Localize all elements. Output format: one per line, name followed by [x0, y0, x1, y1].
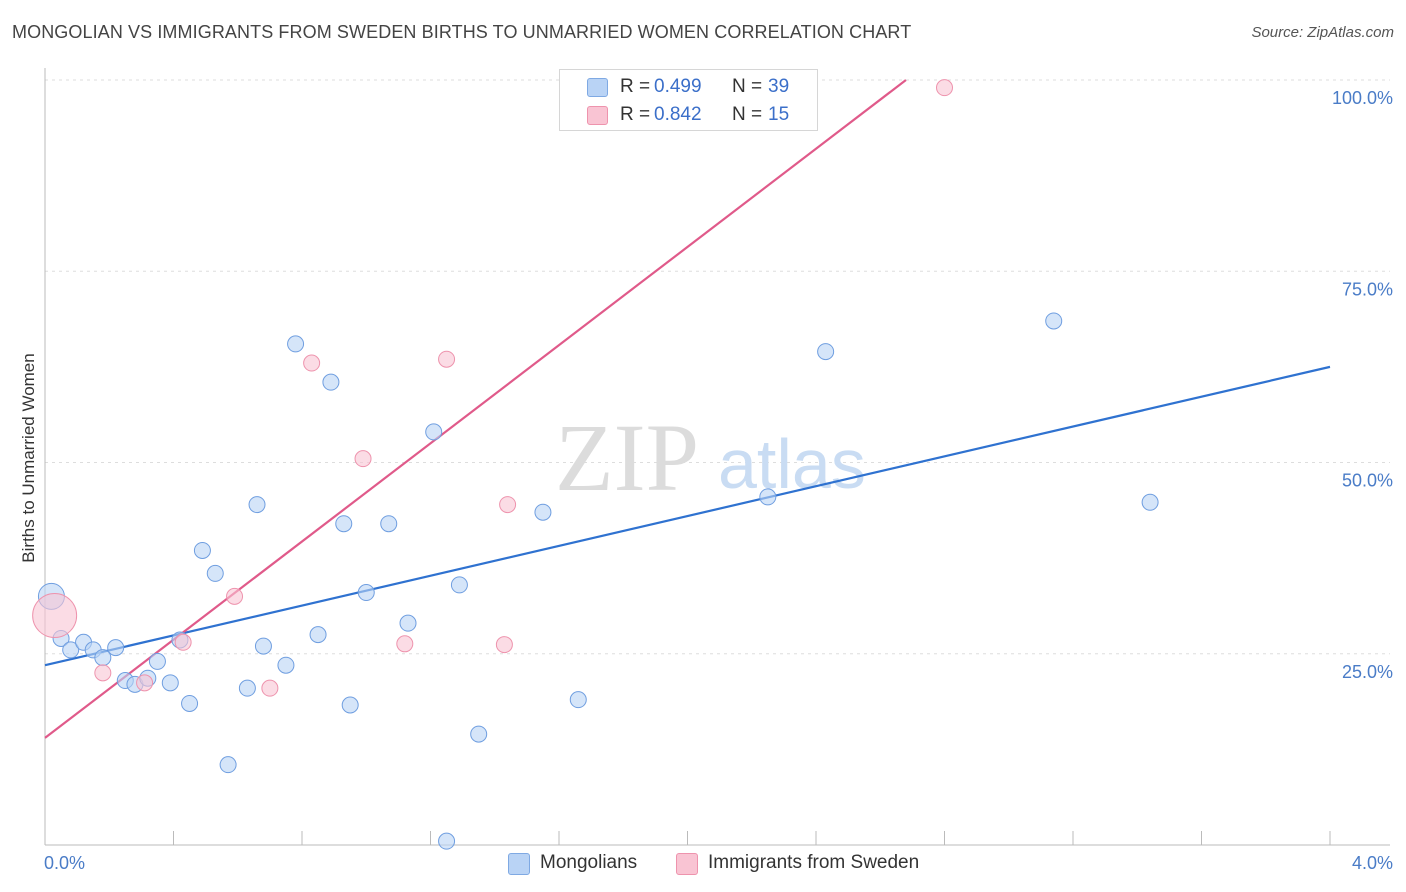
point-mongolians — [322, 373, 340, 391]
point-sweden — [396, 635, 414, 653]
point-sweden — [174, 633, 192, 651]
point-mongolians — [341, 696, 359, 714]
point-mongolians — [1141, 493, 1159, 511]
bottom-legend-swatch-sweden — [676, 853, 698, 875]
point-mongolians — [425, 423, 443, 441]
y-axis-label: Births to Unmarried Women — [19, 353, 38, 562]
x-tick-label: 4.0% — [1352, 853, 1393, 873]
point-mongolians — [107, 639, 125, 657]
source-credit: Source: ZipAtlas.com — [1251, 24, 1394, 41]
stats-legend: R = 0.499 N = 39 R = 0.842 N = 15 — [559, 69, 818, 131]
bottom-legend-label-mongolians: Mongolians — [540, 852, 638, 873]
point-mongolians — [450, 576, 468, 594]
grid-lines — [45, 79, 1390, 655]
point-sweden — [499, 496, 517, 514]
point-sweden — [94, 664, 112, 682]
legend-n-value: 15 — [768, 104, 790, 125]
axes — [44, 68, 1390, 846]
watermark: ZIP atlas — [555, 404, 866, 511]
bottom-legend-swatch-mongolians — [508, 853, 530, 875]
point-mongolians — [817, 343, 835, 361]
point-mongolians — [181, 694, 199, 712]
point-mongolians — [759, 488, 777, 506]
point-mongolians — [206, 564, 224, 582]
point-mongolians — [254, 637, 272, 655]
tick-labels: 25.0% 50.0% 75.0% 100.0% 0.0% 4.0% — [44, 88, 1393, 873]
point-sweden — [936, 79, 953, 97]
legend-r-label: R = — [620, 76, 651, 97]
chart-title: MONGOLIAN VS IMMIGRANTS FROM SWEDEN BIRT… — [12, 22, 912, 42]
point-mongolians — [534, 503, 552, 521]
bottom-legend-label-sweden: Immigrants from Sweden — [708, 852, 920, 873]
watermark-zip: ZIP — [555, 404, 699, 511]
legend-n-label: N = — [732, 104, 763, 125]
point-mongolians — [569, 691, 587, 709]
point-sweden — [303, 354, 321, 372]
legend-r-value: 0.842 — [654, 104, 702, 125]
trend-lines — [44, 79, 1331, 739]
point-sweden — [261, 679, 279, 697]
y-tick-label: 75.0% — [1342, 279, 1393, 299]
legend-n-value: 39 — [768, 76, 790, 97]
point-mongolians — [193, 541, 211, 559]
watermark-atlas: atlas — [718, 425, 866, 503]
point-mongolians — [399, 614, 417, 632]
point-mongolians — [335, 515, 353, 533]
point-mongolians — [438, 832, 456, 850]
point-sweden — [226, 587, 244, 605]
trend-line — [44, 79, 907, 739]
point-mongolians — [470, 725, 488, 743]
point-sweden — [495, 636, 513, 654]
point-mongolians — [238, 679, 256, 697]
point-mongolians — [380, 515, 398, 533]
point-sweden — [136, 674, 154, 692]
point-mongolians — [277, 656, 295, 674]
point-mongolians — [62, 641, 80, 659]
legend-r-label: R = — [620, 104, 651, 125]
x-tick-label: 0.0% — [44, 853, 85, 873]
legend-swatch-mongolians — [587, 78, 608, 97]
point-mongolians — [287, 335, 305, 353]
point-mongolians — [248, 496, 266, 514]
point-mongolians — [148, 652, 166, 670]
legend-row-mongolians: R = 0.499 N = 39 — [560, 73, 817, 101]
point-mongolians — [357, 584, 375, 602]
point-mongolians — [219, 756, 237, 774]
y-tick-label: 25.0% — [1342, 662, 1393, 682]
legend-r-value: 0.499 — [654, 76, 702, 97]
legend-row-sweden: R = 0.842 N = 15 — [560, 101, 817, 129]
point-mongolians — [309, 626, 327, 644]
point-sweden — [438, 350, 456, 368]
point-sweden — [354, 450, 372, 468]
y-tick-label: 100.0% — [1332, 88, 1393, 108]
point-sweden — [32, 593, 78, 638]
point-mongolians — [161, 674, 179, 692]
point-mongolians — [1045, 312, 1063, 330]
legend-swatch-sweden — [587, 106, 608, 125]
legend-n-label: N = — [732, 76, 763, 97]
trend-line — [44, 365, 1331, 667]
y-tick-label: 50.0% — [1342, 471, 1393, 491]
